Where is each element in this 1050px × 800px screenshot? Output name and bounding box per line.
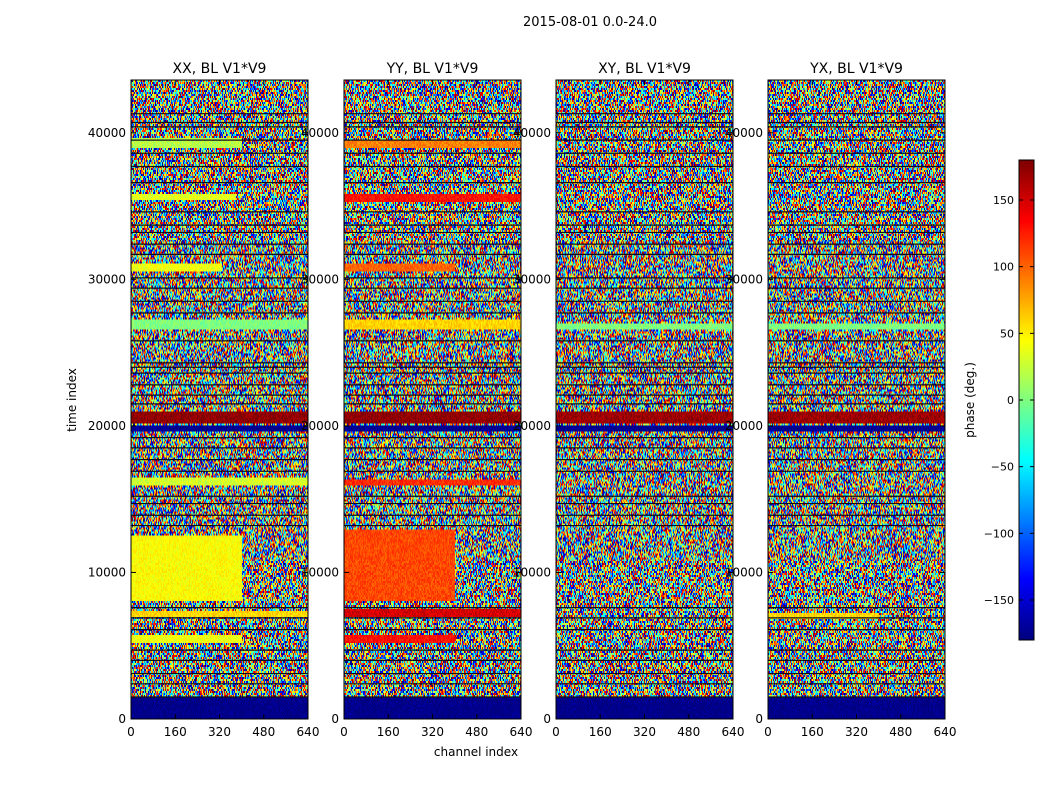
x-tick-label: 0 bbox=[764, 725, 772, 739]
panel-3-title: YX, BL V1*V9 bbox=[809, 61, 903, 77]
colorbar-tick-label: 0 bbox=[1007, 394, 1014, 407]
y-tick-label: 0 bbox=[543, 712, 551, 726]
y-tick-label: 10000 bbox=[725, 565, 763, 579]
panel-3: YX, BL V1*V9 0 160 320 480 640 0 10000 20000 3000… bbox=[725, 61, 957, 739]
y-tick-label: 30000 bbox=[301, 272, 339, 286]
y-tick-label: 0 bbox=[331, 712, 339, 726]
colorbar-label: phase (deg.) bbox=[963, 362, 977, 438]
y-tick-label: 0 bbox=[755, 712, 763, 726]
x-tick-label: 160 bbox=[589, 725, 612, 739]
x-tick-label: 320 bbox=[421, 725, 444, 739]
y-tick-label: 10000 bbox=[88, 565, 126, 579]
y-tick-label: 20000 bbox=[301, 419, 339, 433]
panel-1-heatmap bbox=[344, 80, 521, 719]
y-tick-label: 40000 bbox=[513, 126, 551, 140]
colorbar: −150 −100 −50 0 50 100 150 bbox=[984, 159, 1035, 641]
y-tick-label: 30000 bbox=[88, 272, 126, 286]
x-tick-label: 640 bbox=[722, 725, 745, 739]
panel-0-title: XX, BL V1*V9 bbox=[173, 61, 267, 77]
colorbar-tick-label: −50 bbox=[991, 461, 1014, 474]
y-tick-label: 40000 bbox=[301, 126, 339, 140]
x-tick-label: 480 bbox=[252, 725, 275, 739]
y-tick-label: 40000 bbox=[88, 126, 126, 140]
x-tick-label: 640 bbox=[297, 725, 320, 739]
y-tick-label: 30000 bbox=[725, 272, 763, 286]
colorbar-tick-label: −150 bbox=[984, 594, 1014, 607]
panel-1-title: YY, BL V1*V9 bbox=[386, 61, 479, 77]
x-tick-label: 160 bbox=[801, 725, 824, 739]
x-tick-label: 0 bbox=[340, 725, 348, 739]
x-tick-label: 0 bbox=[127, 725, 135, 739]
panels: XX, BL V1*V9 0 160 320 480 640 0 10000 20000 3000… bbox=[88, 61, 957, 739]
figure-suptitle: 2015-08-01 0.0-24.0 bbox=[523, 15, 657, 30]
x-tick-label: 640 bbox=[510, 725, 533, 739]
colorbar-gradient bbox=[1019, 160, 1034, 640]
colorbar-tick-label: −100 bbox=[984, 527, 1014, 540]
y-tick-label: 10000 bbox=[301, 565, 339, 579]
x-tick-label: 160 bbox=[164, 725, 187, 739]
y-tick-label: 0 bbox=[118, 712, 126, 726]
panel-2: XY, BL V1*V9 0 160 320 480 640 0 10000 20000 3000… bbox=[513, 61, 745, 739]
y-tick-label: 20000 bbox=[88, 419, 126, 433]
panel-3-heatmap bbox=[768, 80, 945, 719]
y-tick-label: 20000 bbox=[513, 419, 551, 433]
x-tick-label: 160 bbox=[377, 725, 400, 739]
x-tick-label: 480 bbox=[465, 725, 488, 739]
panel-2-heatmap bbox=[556, 80, 733, 719]
x-tick-label: 320 bbox=[208, 725, 231, 739]
y-tick-label: 20000 bbox=[725, 419, 763, 433]
colorbar-tick-label: 150 bbox=[993, 194, 1014, 207]
y-tick-label: 30000 bbox=[513, 272, 551, 286]
y-axis-label: time index bbox=[65, 368, 79, 432]
x-tick-label: 640 bbox=[934, 725, 957, 739]
colorbar-tick-label: 100 bbox=[993, 261, 1014, 274]
panel-1: YY, BL V1*V9 0 160 320 480 640 0 10000 20000 3000… bbox=[301, 61, 533, 739]
x-tick-label: 0 bbox=[552, 725, 560, 739]
panel-2-title: XY, BL V1*V9 bbox=[598, 61, 691, 77]
panel-0: XX, BL V1*V9 0 160 320 480 640 0 10000 20000 3000… bbox=[88, 61, 320, 739]
panel-0-heatmap bbox=[131, 80, 308, 719]
y-tick-label: 10000 bbox=[513, 565, 551, 579]
x-tick-label: 320 bbox=[845, 725, 868, 739]
x-tick-label: 320 bbox=[633, 725, 656, 739]
colorbar-tick-label: 50 bbox=[1000, 327, 1014, 340]
x-axis-label: channel index bbox=[434, 745, 518, 759]
x-tick-label: 480 bbox=[677, 725, 700, 739]
y-tick-label: 40000 bbox=[725, 126, 763, 140]
x-tick-label: 480 bbox=[889, 725, 912, 739]
